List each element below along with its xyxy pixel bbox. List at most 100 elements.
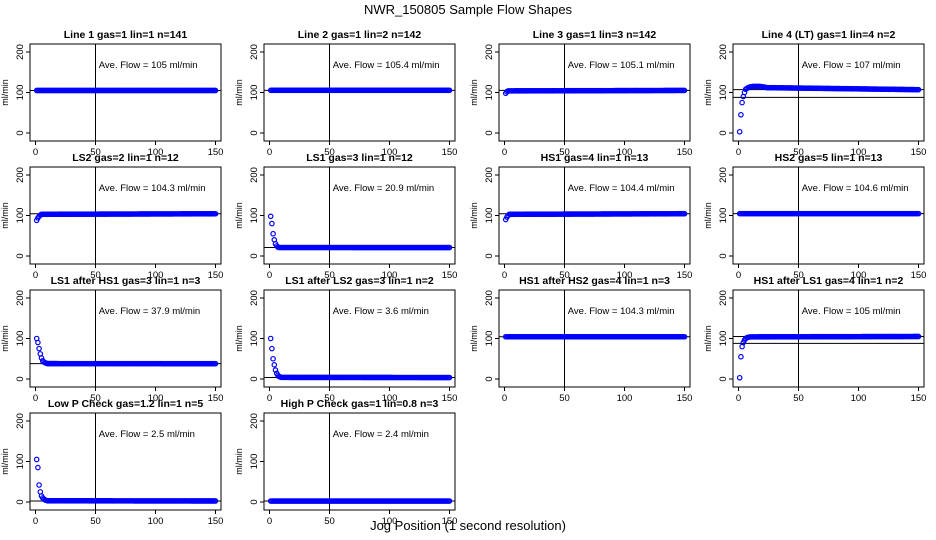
average-flow-label: Ave. Flow = 107 ml/min — [802, 60, 901, 71]
x-tick-label: 150 — [911, 147, 927, 158]
x-tick-label: 150 — [208, 516, 224, 527]
x-tick-label: 100 — [382, 147, 398, 158]
data-points — [267, 213, 453, 251]
x-tick-label: 100 — [617, 147, 633, 158]
panel-title: LS1 after LS2 gas=3 lin=1 n=2 — [285, 275, 434, 287]
panel-title: HS2 gas=5 lin=1 n=13 — [775, 152, 883, 164]
x-tick-label: 100 — [851, 393, 867, 404]
data-point — [446, 374, 453, 381]
x-tick-label: 50 — [559, 270, 570, 281]
x-tick-label: 0 — [267, 270, 272, 281]
x-tick-label: 50 — [90, 270, 101, 281]
x-tick-label: 50 — [90, 147, 101, 158]
panel-title: HS1 after LS1 gas=4 lin=1 n=2 — [754, 275, 904, 287]
data-point — [915, 333, 922, 340]
data-point — [681, 333, 688, 340]
x-tick-label: 150 — [208, 270, 224, 281]
data-points — [736, 83, 922, 135]
y-tick-label: 0 — [249, 499, 260, 504]
data-point — [915, 86, 922, 93]
chart-panel-11: HS1 after HS2 gas=4 lin=1 n=3 ml/min 0 50 10… — [469, 275, 692, 404]
y-tick-label: 100 — [718, 208, 729, 224]
x-tick-label: 50 — [90, 516, 101, 527]
data-point — [33, 456, 40, 463]
y-tick-label: 200 — [718, 44, 729, 60]
x-tick-label: 0 — [267, 516, 272, 527]
data-point — [35, 339, 41, 346]
plot-frame — [732, 43, 925, 142]
data-point — [269, 220, 275, 227]
y-tick-label: 100 — [484, 208, 495, 224]
panel-title: LS2 gas=2 lin=1 n=12 — [72, 152, 179, 164]
x-tick-label: 100 — [617, 393, 633, 404]
x-tick-label: 0 — [502, 270, 507, 281]
data-point — [736, 128, 743, 135]
average-flow-label: Ave. Flow = 105.1 ml/min — [568, 60, 675, 71]
x-tick-label: 100 — [148, 270, 164, 281]
y-tick-label: 0 — [484, 253, 495, 258]
y-tick-label: 100 — [484, 331, 495, 347]
y-axis-label: ml/min — [234, 325, 244, 352]
x-tick-label: 150 — [677, 270, 693, 281]
data-point — [915, 210, 922, 217]
y-tick-label: 100 — [484, 85, 495, 101]
average-flow-label: Ave. Flow = 104.3 ml/min — [99, 183, 206, 194]
average-flow-label: Ave. Flow = 105 ml/min — [802, 306, 901, 317]
panel-title: Line 1 gas=1 lin=1 n=141 — [64, 29, 188, 41]
panel-title: HS1 gas=4 lin=1 n=13 — [541, 152, 649, 164]
y-axis-label: ml/min — [703, 202, 713, 229]
y-tick-label: 100 — [249, 85, 260, 101]
x-tick-label: 100 — [382, 270, 398, 281]
data-point — [267, 213, 274, 220]
chart-panel-5: LS2 gas=2 lin=1 n=12 ml/min 0 50 100 150 0 100 2… — [0, 152, 223, 281]
x-tick-label: 150 — [677, 147, 693, 158]
y-tick-label: 100 — [15, 331, 26, 347]
data-points — [736, 210, 922, 217]
y-tick-label: 100 — [249, 454, 260, 470]
x-tick-label: 0 — [502, 147, 507, 158]
x-tick-label: 50 — [793, 393, 804, 404]
data-point — [272, 367, 279, 373]
x-tick-label: 150 — [911, 270, 927, 281]
chart-panel-14: High P Check gas=1 lin=0.8 n=3 ml/min 0 50 1… — [234, 398, 457, 527]
x-tick-label: 100 — [148, 147, 164, 158]
x-tick-label: 0 — [33, 393, 38, 404]
data-points — [502, 87, 688, 97]
y-tick-label: 100 — [249, 208, 260, 224]
data-points — [502, 210, 688, 223]
average-flow-label: Ave. Flow = 2.5 ml/min — [99, 429, 195, 440]
x-tick-label: 100 — [851, 147, 867, 158]
y-tick-label: 0 — [718, 253, 729, 258]
data-point — [212, 87, 219, 94]
x-tick-label: 0 — [33, 516, 38, 527]
y-tick-label: 200 — [15, 290, 26, 306]
data-point — [35, 464, 41, 471]
panel-title: Line 4 (LT) gas=1 lin=4 n=2 — [762, 29, 896, 41]
x-tick-label: 150 — [442, 393, 458, 404]
data-points — [736, 333, 922, 381]
x-tick-label: 50 — [90, 393, 101, 404]
y-tick-label: 0 — [249, 376, 260, 381]
average-flow-label: Ave. Flow = 104.6 ml/min — [802, 183, 909, 194]
chart-panel-12: HS1 after LS1 gas=4 lin=1 n=2 ml/min 0 50 10… — [703, 275, 926, 404]
data-points — [33, 210, 219, 224]
x-tick-label: 50 — [324, 270, 335, 281]
y-axis-label: ml/min — [0, 202, 10, 229]
x-tick-label: 100 — [382, 393, 398, 404]
y-axis-label: ml/min — [0, 325, 10, 352]
y-axis-label: ml/min — [234, 202, 244, 229]
y-tick-label: 0 — [484, 130, 495, 135]
plot-frame — [29, 289, 222, 388]
panel-title: High P Check gas=1 lin=0.8 n=3 — [281, 398, 439, 410]
x-tick-label: 0 — [502, 393, 507, 404]
average-flow-label: Ave. Flow = 104.3 ml/min — [568, 306, 675, 317]
plot-frame — [263, 412, 456, 511]
x-tick-label: 100 — [617, 270, 633, 281]
y-tick-label: 200 — [484, 290, 495, 306]
x-tick-label: 50 — [559, 147, 570, 158]
chart-panel-1: Line 1 gas=1 lin=1 n=141 ml/min 0 50 100 150 0… — [0, 29, 223, 158]
data-points — [267, 87, 453, 94]
data-point — [38, 355, 45, 361]
x-tick-label: 150 — [677, 393, 693, 404]
plot-frame — [263, 289, 456, 388]
